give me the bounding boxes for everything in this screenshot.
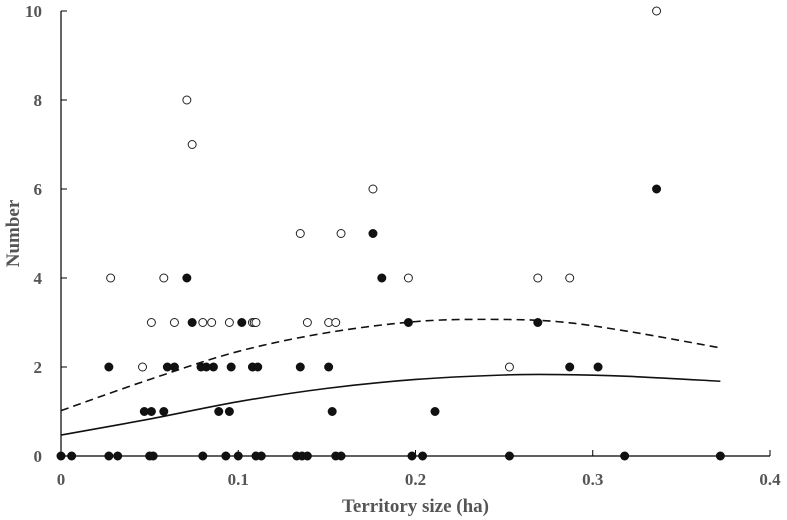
filled-point xyxy=(198,451,208,461)
filled-point xyxy=(324,362,334,372)
fit-curves xyxy=(60,318,721,436)
open-point xyxy=(295,229,305,238)
filled-point xyxy=(295,362,305,372)
open-point xyxy=(187,140,197,149)
filled-point xyxy=(302,451,312,461)
x-tick-label: 0.4 xyxy=(759,470,781,489)
open-point xyxy=(652,6,662,16)
x-axis-title: Territory size (ha) xyxy=(342,496,489,517)
filled-point xyxy=(182,273,192,283)
filled-point xyxy=(226,362,236,372)
open-point xyxy=(159,273,169,283)
data-points xyxy=(56,6,725,461)
filled-point xyxy=(565,362,575,372)
filled-point xyxy=(146,407,156,416)
open-point xyxy=(504,362,514,372)
axes xyxy=(60,11,770,457)
open-point xyxy=(251,318,261,327)
filled-point xyxy=(208,362,218,372)
x-ticks: 0 0.1 0.2 0.3 0.4 xyxy=(57,450,781,489)
open-point xyxy=(302,318,312,327)
filled-point xyxy=(56,451,66,461)
filled-point xyxy=(336,451,346,461)
filled-point xyxy=(221,451,231,461)
open-point xyxy=(146,318,156,327)
filled-point xyxy=(620,451,630,461)
open-point xyxy=(368,184,378,194)
open-point xyxy=(169,318,179,327)
filled-point xyxy=(430,407,440,416)
y-tick-label: 2 xyxy=(34,358,43,377)
fit-curve-solid xyxy=(60,373,721,436)
filled-point xyxy=(187,318,197,327)
open-point xyxy=(403,273,413,283)
filled-point xyxy=(418,451,428,461)
x-tick-label: 0 xyxy=(57,470,66,489)
y-tick-label: 4 xyxy=(34,269,43,288)
y-tick-label: 0 xyxy=(34,447,43,466)
y-tick-label: 10 xyxy=(25,2,42,21)
filled-point xyxy=(715,451,725,461)
x-tick-label: 0.3 xyxy=(582,470,603,489)
open-point xyxy=(533,273,543,283)
open-point xyxy=(336,229,346,238)
filled-point xyxy=(256,451,266,461)
filled-point xyxy=(237,318,247,327)
y-tick-label: 6 xyxy=(34,180,43,199)
filled-point xyxy=(533,318,543,327)
filled-point xyxy=(159,407,169,416)
filled-point xyxy=(593,362,603,372)
filled-point xyxy=(214,407,224,416)
filled-point xyxy=(148,451,158,461)
filled-point xyxy=(403,318,413,327)
open-point xyxy=(138,362,148,372)
filled-point xyxy=(169,362,179,372)
open-point xyxy=(331,318,341,327)
filled-point xyxy=(327,407,337,416)
filled-point xyxy=(407,451,417,461)
x-tick-label: 0.2 xyxy=(405,470,426,489)
filled-point xyxy=(377,273,387,283)
open-point xyxy=(565,273,575,283)
filled-point xyxy=(104,362,114,372)
filled-point xyxy=(233,451,243,461)
filled-point xyxy=(504,451,514,461)
filled-point xyxy=(368,229,378,238)
filled-point xyxy=(253,362,263,372)
open-point xyxy=(224,318,234,327)
open-point xyxy=(182,95,192,105)
filled-point xyxy=(652,184,662,194)
open-point xyxy=(207,318,217,327)
y-tick-label: 8 xyxy=(34,91,43,110)
open-point xyxy=(106,273,116,283)
y-ticks: 0 2 4 6 8 10 xyxy=(25,2,67,466)
x-tick-label: 0.1 xyxy=(228,470,249,489)
y-axis-title: Number xyxy=(3,199,24,267)
filled-point xyxy=(104,451,114,461)
open-point xyxy=(198,318,208,327)
filled-point xyxy=(224,407,234,416)
filled-point xyxy=(113,451,123,461)
fit-curve-dashed xyxy=(60,318,721,412)
filled-point xyxy=(67,451,77,461)
